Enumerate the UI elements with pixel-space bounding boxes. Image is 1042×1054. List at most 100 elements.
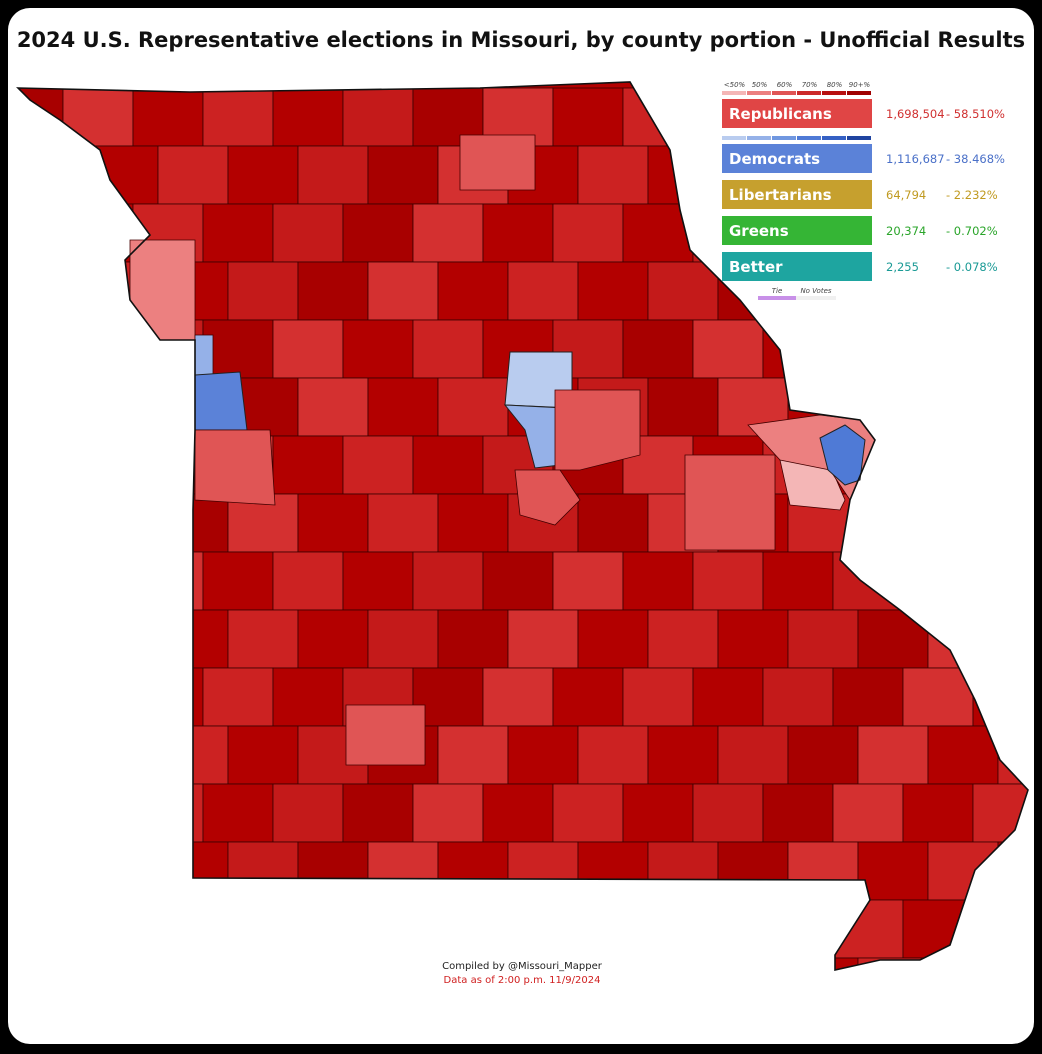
party-share: - 0.702% (946, 224, 998, 238)
title: 2024 U.S. Representative elections in Mi… (17, 28, 1025, 52)
county (227, 841, 299, 901)
county (194, 371, 248, 431)
county (227, 609, 299, 669)
party-name: Republicans (729, 105, 832, 123)
county (18, 841, 89, 901)
county (622, 319, 694, 379)
county (927, 957, 999, 970)
party-name: Libertarians (729, 186, 832, 204)
county (18, 261, 89, 321)
county (832, 783, 904, 843)
dem-swatch (847, 136, 871, 140)
novotes-swatch (796, 296, 836, 300)
county (62, 551, 134, 611)
county (507, 725, 579, 785)
county (692, 667, 764, 727)
county (412, 435, 484, 495)
rep-swatch (822, 91, 846, 95)
county (482, 783, 554, 843)
bin-label: 70% (802, 81, 818, 89)
bin-label: 60% (777, 81, 793, 89)
county (972, 551, 1028, 611)
county (18, 493, 89, 553)
county (717, 841, 789, 901)
legend: <50% 50% 60% 70% 80% 90+% Republicans 1,698,504… (722, 81, 1005, 300)
date: Data as of 2:00 p.m. 11/9/2024 (444, 975, 601, 986)
county (819, 424, 866, 486)
county (437, 377, 509, 437)
party-bar (722, 180, 872, 209)
county (132, 435, 204, 495)
county (717, 725, 789, 785)
county (972, 783, 1028, 843)
county (902, 319, 974, 379)
county (997, 377, 1028, 437)
county (552, 203, 624, 263)
county (412, 783, 484, 843)
dem-swatch (722, 136, 746, 140)
county (62, 203, 134, 263)
county (194, 429, 276, 506)
county (87, 841, 159, 901)
county (18, 203, 64, 263)
bin-label: <50% (724, 81, 746, 89)
county (18, 87, 64, 147)
county (367, 957, 439, 970)
county (272, 319, 344, 379)
county (554, 389, 641, 471)
party-bar (722, 216, 872, 245)
county (202, 551, 274, 611)
dem-swatch (747, 136, 771, 140)
county (18, 957, 89, 970)
county (692, 783, 764, 843)
county (18, 551, 64, 611)
county (87, 957, 159, 970)
county (902, 783, 974, 843)
county (832, 551, 904, 611)
county (87, 377, 159, 437)
county (345, 704, 426, 766)
county (577, 841, 649, 901)
county (132, 87, 204, 147)
rep-swatch (797, 91, 821, 95)
party-share: - 38.468% (946, 152, 1005, 166)
county (272, 435, 344, 495)
county (762, 551, 834, 611)
county (762, 899, 834, 959)
county (367, 609, 439, 669)
county (202, 783, 274, 843)
county (18, 145, 89, 205)
county (902, 435, 974, 495)
tie-swatch (758, 296, 796, 300)
rep-swatch (747, 91, 771, 95)
county (997, 493, 1028, 553)
county (552, 551, 624, 611)
county (412, 551, 484, 611)
county (997, 841, 1028, 901)
county (857, 957, 929, 970)
county (647, 841, 719, 901)
party-share: - 58.510% (946, 107, 1005, 121)
novotes-label: No Votes (800, 287, 831, 295)
county (367, 493, 439, 553)
county (647, 261, 719, 321)
county (227, 957, 299, 970)
credit: Compiled by @Missouri_Mapper (442, 961, 603, 972)
county (227, 261, 299, 321)
county (297, 957, 369, 970)
county (18, 667, 64, 727)
dem-swatch (797, 136, 821, 140)
county (717, 609, 789, 669)
county (459, 134, 536, 191)
county (787, 725, 859, 785)
county (902, 551, 974, 611)
party-name: Democrats (729, 150, 820, 168)
county (787, 609, 859, 669)
party-bar (722, 99, 872, 128)
county (18, 435, 64, 495)
county (194, 334, 214, 376)
county (18, 899, 64, 959)
bin-label: 50% (752, 81, 768, 89)
party-votes: 1,116,687 (886, 152, 945, 166)
